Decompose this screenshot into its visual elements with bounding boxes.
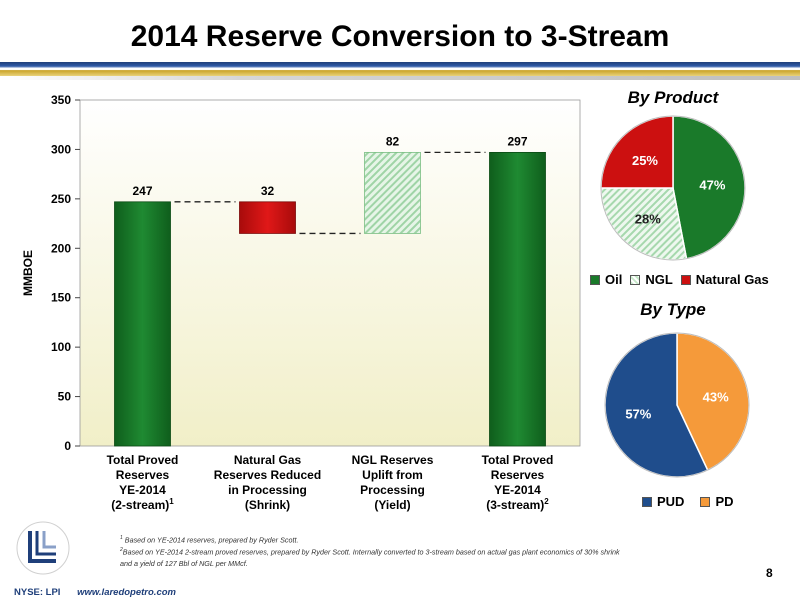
- category-label: Reserves: [116, 468, 170, 482]
- y-tick-label: 0: [64, 439, 71, 453]
- category-label: (2-stream)1: [111, 497, 174, 512]
- bar-increase: [364, 151, 421, 234]
- pie-slice-label: 47%: [699, 177, 725, 192]
- legend-pd: PD: [715, 494, 734, 509]
- by-product-legend: Oil NGL Natural Gas: [582, 272, 769, 287]
- ngl-swatch: [630, 274, 641, 285]
- category-label: Reserves: [491, 468, 545, 482]
- legend-natural-gas: Natural Gas: [695, 272, 769, 287]
- category-label: Processing: [360, 483, 425, 497]
- pd-swatch: [700, 496, 711, 507]
- pud-swatch: [642, 496, 652, 507]
- oil-swatch: [590, 274, 600, 285]
- pie-slice-label: 57%: [625, 407, 651, 422]
- bar-total: [114, 201, 171, 447]
- page-title: 2014 Reserve Conversion to 3-Stream: [130, 20, 670, 53]
- by-product-title: By Product: [627, 88, 719, 107]
- category-label: (3-stream)2: [486, 497, 549, 512]
- pie-outline: [600, 115, 746, 261]
- pie-slice-label: 25%: [632, 153, 658, 168]
- bar-value-label: 247: [132, 184, 152, 198]
- legend-oil: Oil: [605, 272, 623, 287]
- bar-total: [489, 151, 546, 447]
- footnote-2-cont: and a yield of 127 Bbl of NGL per MMcf.: [120, 558, 248, 568]
- category-label: Reserves Reduced: [214, 468, 321, 482]
- footer: NYSE: LPI www.laredopetro.com: [0, 585, 800, 600]
- y-axis-label: MMBOE: [21, 250, 35, 296]
- y-tick-label: 300: [51, 142, 71, 156]
- category-label: (Yield): [374, 498, 410, 512]
- legend-ngl: NGL: [645, 272, 673, 287]
- category-label: YE-2014: [494, 483, 541, 497]
- waterfall-chart: 0 50 100 150 200 250 300 350 247 32 82 297 Total P…: [21, 93, 581, 512]
- footnote-1: 1 Based on YE-2014 reserves, prepared by…: [120, 535, 299, 545]
- bar-value-label: 297: [507, 134, 527, 148]
- category-label: in Processing: [228, 483, 307, 497]
- by-product-pie: 47% 28% 25%: [600, 115, 746, 261]
- category-label: Uplift from: [362, 468, 423, 482]
- footnote-2: 2Based on YE-2014 2-stream proved reserv…: [120, 547, 620, 557]
- bar-decrease: [239, 201, 296, 234]
- footnotes: 1 Based on YE-2014 reserves, prepared by…: [120, 533, 740, 569]
- bar-value-label: 32: [261, 184, 275, 198]
- category-label: YE-2014: [119, 483, 166, 497]
- website-link[interactable]: www.laredopetro.com: [77, 587, 176, 598]
- by-type-pie: 43% 57%: [604, 332, 750, 478]
- y-tick-label: 250: [51, 192, 71, 206]
- category-label: NGL Reserves: [352, 453, 434, 467]
- natural-gas-swatch: [680, 274, 691, 285]
- by-type-legend: PUD PD: [634, 494, 734, 509]
- category-label: Total Proved: [482, 453, 554, 467]
- y-tick-label: 350: [51, 93, 71, 107]
- y-tick-label: 50: [58, 390, 72, 404]
- y-tick-label: 200: [51, 241, 71, 255]
- pie-outline: [604, 332, 750, 478]
- page-number: 8: [766, 566, 773, 580]
- bar-value-label: 82: [386, 134, 400, 148]
- pie-slice-label: 28%: [635, 212, 661, 227]
- pie-slice-label: 43%: [703, 389, 729, 404]
- ticker: NYSE: LPI: [14, 587, 61, 598]
- legend-pud: PUD: [657, 494, 685, 509]
- category-label: Natural Gas: [234, 453, 302, 467]
- category-label: (Shrink): [245, 498, 290, 512]
- y-tick-label: 150: [51, 291, 71, 305]
- by-type-title: By Type: [640, 300, 706, 319]
- title-divider: [0, 62, 800, 80]
- y-tick-label: 100: [51, 340, 71, 354]
- category-label: Total Proved: [107, 453, 179, 467]
- laredo-logo-icon: [16, 521, 70, 575]
